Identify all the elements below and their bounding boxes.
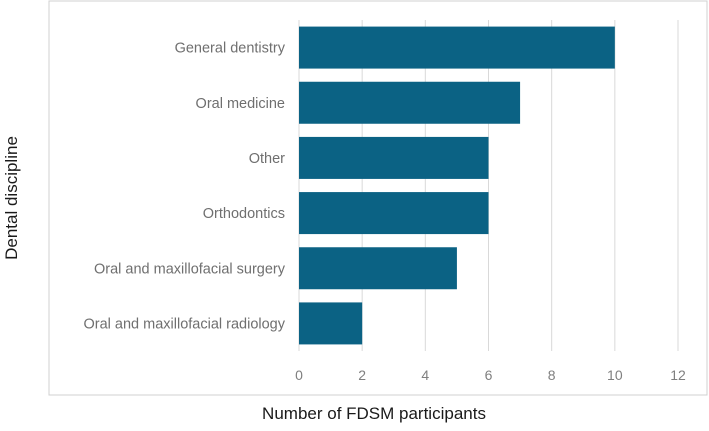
bar [299,81,521,124]
category-label: Orthodontics [203,206,285,222]
bars [299,26,615,345]
category-label: Oral and maxillofacial surgery [94,261,286,277]
y-axis-title: Dental discipline [2,136,21,260]
bar [299,192,489,235]
x-axis-title: Number of FDSM participants [262,404,486,423]
category-label: General dentistry [175,41,286,57]
x-tick-labels: 0 2 4 6 8 10 12 [295,367,686,383]
category-label: Oral medicine [196,96,285,112]
bar [299,136,489,179]
x-tick-label: 0 [295,367,303,383]
chart-frame [48,0,708,396]
x-tick-label: 2 [358,367,366,383]
x-tick-label: 4 [421,367,429,383]
bar [299,26,615,69]
bar [299,247,457,290]
category-label: Other [249,151,285,167]
category-labels: General dentistry Oral medicine Other Ortho… [84,41,286,333]
x-tick-label: 10 [607,367,623,383]
x-tick-label: 6 [485,367,493,383]
bar [299,302,363,345]
x-tick-label: 12 [670,367,686,383]
category-label: Oral and maxillofacial radiology [84,316,286,332]
x-tick-label: 8 [548,367,556,383]
gridlines [298,20,679,351]
